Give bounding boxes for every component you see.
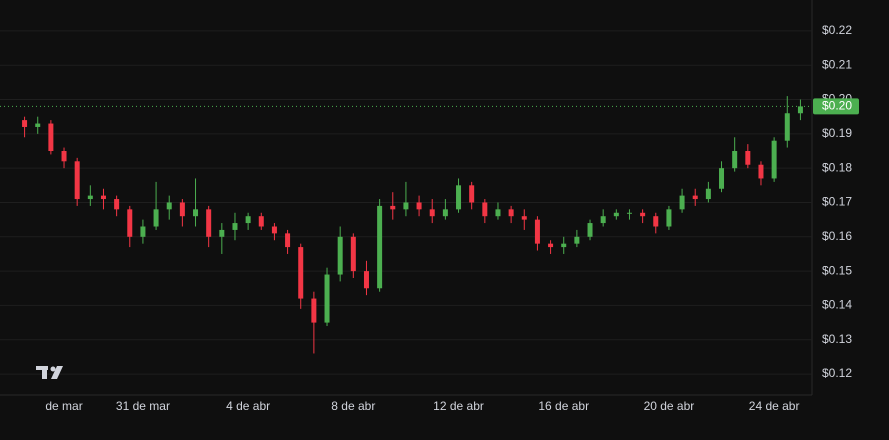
candle-body	[22, 120, 28, 127]
candle-body	[534, 219, 540, 244]
candle-body	[363, 271, 369, 289]
candle-body	[193, 209, 199, 217]
candle-body	[653, 216, 659, 227]
last-price-label: $0.20	[822, 99, 852, 113]
x-tick-label: 16 de abr	[538, 399, 589, 413]
candle-body	[613, 212, 619, 217]
x-tick-label: 4 de abr	[226, 399, 270, 413]
x-tick-label: 12 de abr	[433, 399, 484, 413]
candle-body	[495, 209, 501, 217]
candle-body	[285, 233, 291, 248]
candle-body	[100, 195, 106, 200]
candle-body	[206, 209, 212, 237]
candle-body	[692, 195, 698, 200]
candle-body	[232, 223, 238, 230]
y-tick-label: $0.15	[822, 263, 852, 277]
candle-body	[140, 226, 146, 237]
x-tick-label: 31 de mar	[116, 399, 170, 413]
last-price-tag	[813, 98, 859, 115]
candle-body	[429, 209, 435, 217]
x-tick-label: 24 de abr	[749, 399, 800, 413]
logo	[36, 366, 63, 379]
candle-body	[482, 202, 488, 217]
candles	[22, 96, 803, 354]
candle-body	[416, 202, 422, 210]
candle-body	[758, 164, 764, 179]
candle-body	[561, 243, 567, 248]
candle-body	[784, 113, 790, 141]
candle-body	[87, 195, 93, 200]
x-tick-label: 8 de abr	[331, 399, 375, 413]
candle-body	[258, 216, 264, 227]
candle-body	[245, 216, 251, 224]
y-tick-label: $0.13	[822, 332, 852, 346]
x-tick-label: de mar	[45, 399, 82, 413]
candle-body	[745, 150, 751, 165]
candle-body	[771, 140, 777, 179]
candle-body	[508, 209, 514, 217]
candle-body	[337, 236, 343, 275]
candle-body	[521, 216, 527, 220]
candle-body	[61, 150, 67, 162]
candle-body	[179, 202, 185, 217]
logo-part	[51, 366, 63, 379]
candle-body	[705, 188, 711, 200]
candle-body	[324, 274, 330, 323]
candle-body	[298, 247, 304, 299]
candle-body	[271, 226, 277, 234]
candle-body	[350, 236, 356, 272]
candle-body	[166, 202, 172, 210]
candle-body	[127, 209, 133, 237]
candle-body	[35, 123, 41, 127]
candle-body	[390, 205, 396, 210]
candle-body	[311, 298, 317, 323]
logo-part	[50, 366, 56, 372]
candle-body	[114, 199, 120, 210]
candle-body	[469, 185, 475, 203]
y-tick-label: $0.21	[822, 57, 852, 71]
candle-body	[587, 223, 593, 237]
candle-body	[548, 243, 554, 248]
candle-body	[626, 212, 632, 214]
y-tick-label: $0.12	[822, 366, 852, 380]
candle-body	[219, 229, 225, 237]
candle-body	[640, 212, 646, 217]
candle-body	[732, 150, 738, 169]
candle-body	[797, 106, 803, 114]
candle-body	[48, 123, 54, 151]
y-tick-label: $0.16	[822, 229, 852, 243]
candle-body	[442, 209, 448, 217]
candle-body	[666, 209, 672, 227]
y-tick-label: $0.19	[822, 126, 852, 140]
y-tick-label: $0.14	[822, 298, 852, 312]
candle-body	[719, 168, 725, 189]
candle-body	[600, 216, 606, 224]
candle-body	[456, 185, 462, 210]
grid	[0, 30, 812, 375]
y-tick-label: $0.17	[822, 195, 852, 209]
candle-body	[153, 209, 159, 227]
candle-body	[679, 195, 685, 210]
y-tick-label: $0.22	[822, 23, 852, 37]
x-tick-label: 20 de abr	[644, 399, 695, 413]
logo-part	[42, 366, 47, 379]
candle-body	[377, 205, 383, 289]
candle-body	[403, 202, 409, 210]
candle-body	[74, 161, 80, 200]
candle-body	[574, 236, 580, 244]
y-tick-label: $0.18	[822, 160, 852, 174]
